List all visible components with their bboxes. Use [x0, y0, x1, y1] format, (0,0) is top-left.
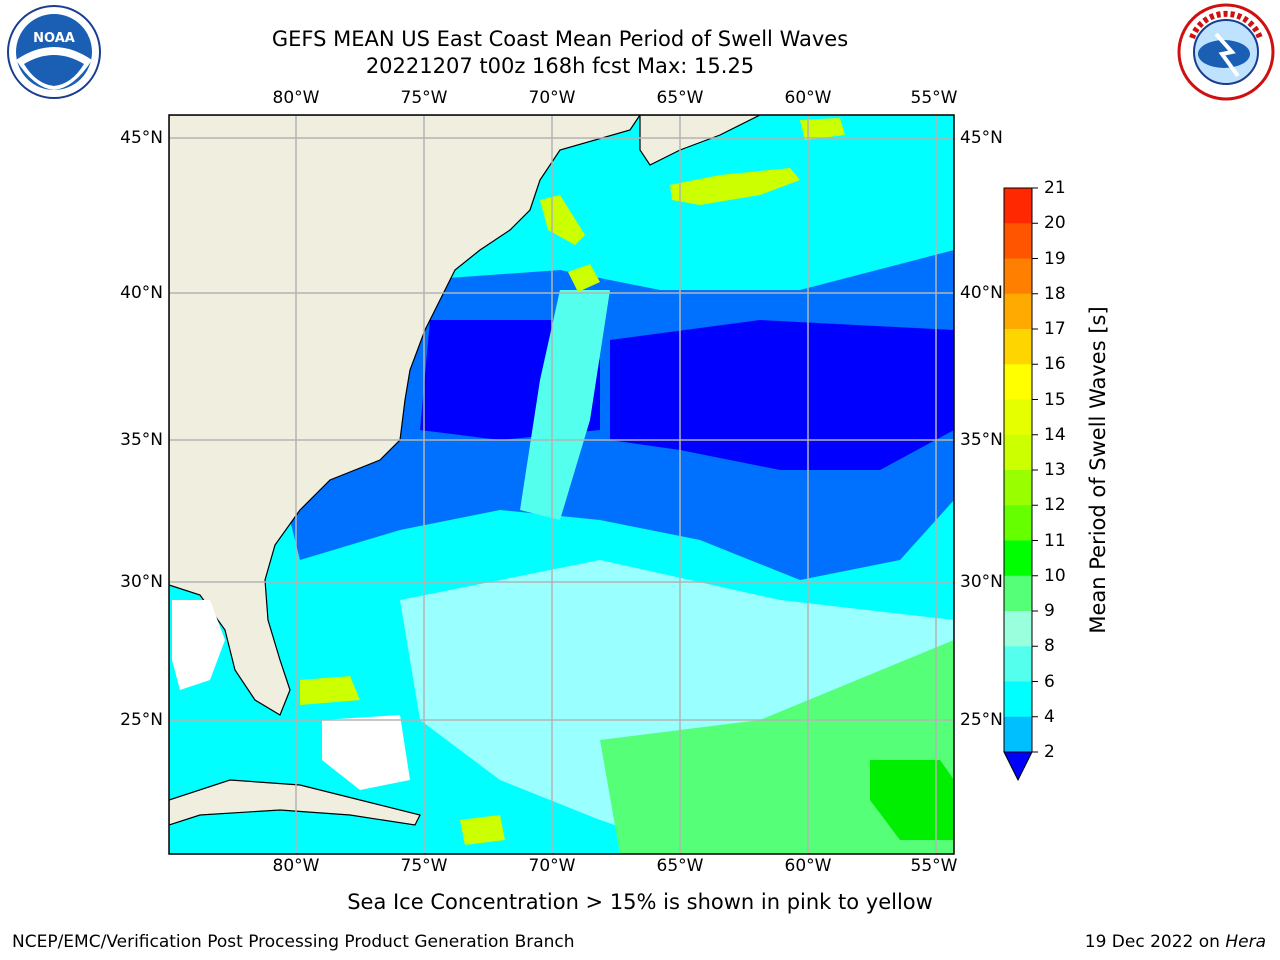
swell-12-13s-patch-4: [300, 676, 360, 705]
lat-label-left: 35°N: [120, 430, 163, 450]
noaa-logo-icon: NOAA: [7, 5, 101, 99]
colorbar-segment: [1004, 188, 1032, 224]
colorbar-tick-label: 18: [1044, 283, 1066, 304]
colorbar-tick-label: 14: [1044, 424, 1066, 445]
lat-label-right: 35°N: [960, 430, 1003, 450]
lat-label-right: 25°N: [960, 710, 1003, 730]
colorbar-tick-label: 9: [1044, 601, 1055, 621]
footer-credit: NCEP/EMC/Verification Post Processing Pr…: [12, 932, 575, 952]
colorbar-tick-label: 12: [1044, 495, 1066, 516]
nws-logo-icon: [1177, 3, 1275, 101]
colorbar-tick-label: 16: [1044, 354, 1066, 375]
colorbar-segment: [1004, 646, 1032, 682]
colorbar-tick-label: 21: [1044, 178, 1066, 198]
swell-lt2s-region-2: [610, 320, 954, 470]
chart-title: GEFS MEAN US East Coast Mean Period of S…: [271, 27, 849, 51]
colorbar-segment: [1004, 329, 1032, 365]
colorbar-segment: [1004, 505, 1032, 541]
lon-label-top: 70°W: [528, 88, 576, 108]
colorbar-segment: [1004, 681, 1032, 718]
lon-label-top: 80°W: [272, 88, 320, 108]
colorbar-segment: [1004, 434, 1032, 471]
lon-label-top: 55°W: [910, 88, 958, 108]
lon-label-bottom: 60°W: [784, 856, 832, 876]
gulf-blank-area: [172, 600, 225, 690]
colorbar-segment: [1004, 399, 1032, 436]
colorbar-segment: [1004, 716, 1032, 753]
cuba-land: [169, 779, 421, 826]
lat-label-right: 45°N: [960, 128, 1003, 148]
swell-12-13s-patch-3: [568, 264, 600, 292]
colorbar-tick-label: 13: [1044, 460, 1066, 480]
lon-label-bottom: 70°W: [528, 856, 576, 876]
bahamas-blank-area: [322, 715, 410, 790]
lat-label-left: 40°N: [120, 283, 163, 303]
swell-12-13s-patch-1: [670, 168, 800, 205]
chart-subtitle: 20221207 t00z 168h fcst Max: 15.25: [365, 54, 755, 78]
lon-label-top: 65°W: [656, 88, 704, 108]
colorbar-segment: [1004, 223, 1032, 259]
colorbar-extend-arrow: [1003, 751, 1033, 782]
lon-label-top: 60°W: [784, 88, 832, 108]
colorbar-segment: [1004, 540, 1032, 577]
colorbar-tick-label: 8: [1044, 636, 1055, 657]
lon-label-bottom: 80°W: [272, 856, 320, 876]
lon-label-bottom: 65°W: [656, 856, 704, 876]
lat-label-right: 30°N: [960, 572, 1003, 592]
lon-label-bottom: 55°W: [910, 856, 958, 876]
lon-label-top: 75°W: [400, 88, 448, 108]
svg-text:NOAA: NOAA: [33, 31, 75, 46]
colorbar-tick-label: 2: [1044, 742, 1055, 762]
colorbar-segment: [1004, 470, 1032, 506]
colorbar-segment: [1004, 293, 1032, 330]
colorbar-tick-label: 20: [1044, 213, 1066, 234]
colorbar-segment: [1004, 575, 1032, 612]
swell-4-6s-north: [480, 120, 954, 290]
swell-plume: [520, 290, 610, 520]
graticule: [169, 115, 954, 854]
swell-12-13s-patch-6: [800, 118, 845, 140]
lat-label-right: 40°N: [960, 283, 1003, 303]
map-frame: [168, 114, 955, 855]
lon-label-bottom: 75°W: [400, 856, 448, 876]
lat-label-left: 30°N: [120, 572, 163, 592]
colorbar-segment: [1004, 364, 1032, 400]
lat-label-left: 45°N: [120, 128, 163, 148]
swell-12-13s-patch-5: [460, 815, 505, 845]
colorbar-tick-label: 11: [1044, 530, 1066, 551]
swell-10-11s-region: [870, 760, 954, 840]
colorbar-tick-label: 19: [1044, 248, 1066, 269]
footer-date: 19 Dec 2022 on Hera: [1084, 932, 1266, 952]
lat-label-left: 25°N: [120, 710, 163, 730]
colorbar-segment: [1004, 258, 1032, 295]
colorbar-title: Mean Period of Swell Waves [s]: [1086, 306, 1110, 634]
us-east-coast-land: [169, 115, 641, 716]
colorbar-tick-label: 15: [1044, 389, 1066, 410]
colorbar-tick-label: 17: [1044, 319, 1066, 339]
swell-9-10s-region: [600, 640, 954, 854]
colorbar-segment: [1004, 611, 1032, 647]
colorbar-tick-label: 10: [1044, 565, 1066, 586]
sea-ice-note: Sea Ice Concentration > 15% is shown in …: [347, 890, 933, 914]
colorbar-tick-label: 4: [1044, 706, 1055, 727]
colorbar-tick-label: 6: [1044, 671, 1055, 692]
